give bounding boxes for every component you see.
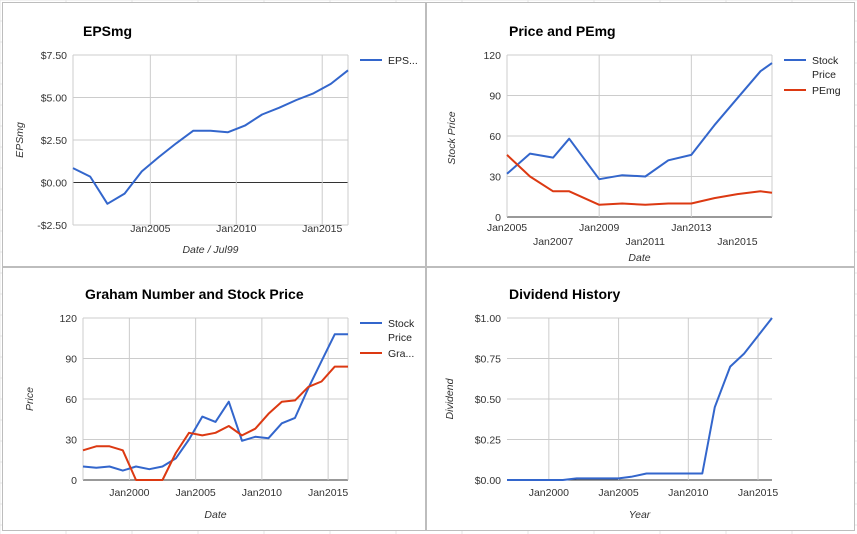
chart-title: Graham Number and Stock Price (85, 286, 304, 302)
x-tick-label: Jan2000 (109, 487, 149, 499)
series-line (82, 333, 348, 472)
dividend-chart: Dividend History $0.00 $0.25 $0.50 $0.75 $1.… (444, 286, 778, 521)
x-tick-label: Jan2013 (671, 222, 711, 234)
x-tick-label: Jan2010 (216, 223, 256, 235)
y-tick-label: $5.00 (41, 93, 67, 105)
legend-label: Gra... (388, 348, 414, 360)
x-axis-label: Date (204, 509, 226, 521)
y-tick-label: 30 (489, 172, 501, 184)
x-axis-label: Year (629, 509, 651, 521)
y-tick-label: $0.00 (475, 475, 501, 487)
y-tick-label: 60 (65, 394, 77, 406)
chart-title: Dividend History (509, 286, 620, 302)
x-tick-label: Jan2005 (598, 487, 638, 499)
y-tick-label: $7.50 (41, 50, 67, 62)
epsmg-chart: EPSmg -$2.50 $0.00 $2.50 $5.00 $7.50 Jan2005 J… (14, 23, 418, 256)
y-tick-label: $0.00 (41, 178, 67, 190)
x-tick-label: Jan2005 (175, 487, 215, 499)
series-line (507, 317, 773, 481)
x-tick-label: Jan2015 (717, 236, 757, 248)
graham-chart: Graham Number and Stock Price 0 30 60 90 120… (24, 286, 415, 521)
chart-title: Price and PEmg (509, 23, 616, 39)
x-tick-label: Jan2005 (130, 223, 170, 235)
series-line (82, 365, 348, 481)
y-tick-label: 90 (489, 91, 501, 103)
chart-title: EPSmg (83, 23, 132, 39)
chart-panel-graham: Graham Number and Stock Price 0 30 60 90 120… (2, 267, 426, 531)
x-tick-label: Jan2007 (533, 236, 573, 248)
y-tick-label: 30 (65, 435, 77, 447)
x-tick-label: Jan2000 (529, 487, 569, 499)
legend-label: EPS... (388, 55, 418, 67)
y-tick-label: $0.75 (475, 354, 501, 366)
series-line (506, 62, 773, 181)
x-tick-label: Jan2015 (302, 223, 342, 235)
x-tick-label: Jan2010 (668, 487, 708, 499)
y-tick-label: 90 (65, 354, 77, 366)
legend-label: PEmg (812, 85, 841, 97)
y-tick-label: 120 (483, 50, 501, 62)
y-axis-label: EPSmg (14, 122, 26, 158)
y-tick-label: 60 (489, 131, 501, 143)
y-tick-label: $1.00 (475, 313, 501, 325)
series-line (72, 69, 349, 205)
legend-label: Stock Price (388, 318, 415, 344)
y-tick-label: $2.50 (41, 135, 67, 147)
y-tick-label: -$2.50 (37, 220, 67, 232)
x-tick-label: Jan2009 (579, 222, 619, 234)
y-tick-label: $0.25 (475, 435, 501, 447)
y-axis-label: Stock Price (446, 111, 458, 164)
x-tick-label: Jan2010 (242, 487, 282, 499)
y-tick-label: 120 (59, 313, 77, 325)
y-tick-label: $0.50 (475, 394, 501, 406)
x-tick-label: Jan2015 (738, 487, 778, 499)
x-tick-label: Jan2005 (487, 222, 527, 234)
x-tick-label: Jan2015 (308, 487, 348, 499)
y-tick-label: 0 (495, 212, 501, 224)
y-tick-label: 0 (71, 475, 77, 487)
chart-panel-price-pemg: Price and PEmg 0 30 60 90 120 Jan2005 Jan2007 J… (426, 2, 855, 267)
chart-panel-dividend: Dividend History $0.00 $0.25 $0.50 $0.75 $1.… (426, 267, 855, 531)
chart-panel-epsmg: EPSmg -$2.50 $0.00 $2.50 $5.00 $7.50 Jan2005 J… (2, 2, 426, 267)
series-line (506, 154, 773, 206)
price-pemg-chart: Price and PEmg 0 30 60 90 120 Jan2005 Jan2007 J… (446, 23, 841, 264)
y-axis-label: Dividend (444, 377, 456, 419)
y-axis-label: Price (24, 387, 36, 411)
x-tick-label: Jan2011 (626, 236, 666, 248)
x-axis-label: Date / Jul99 (182, 244, 238, 256)
x-axis-label: Date (628, 252, 650, 264)
legend-label: Stock Price (812, 55, 839, 81)
